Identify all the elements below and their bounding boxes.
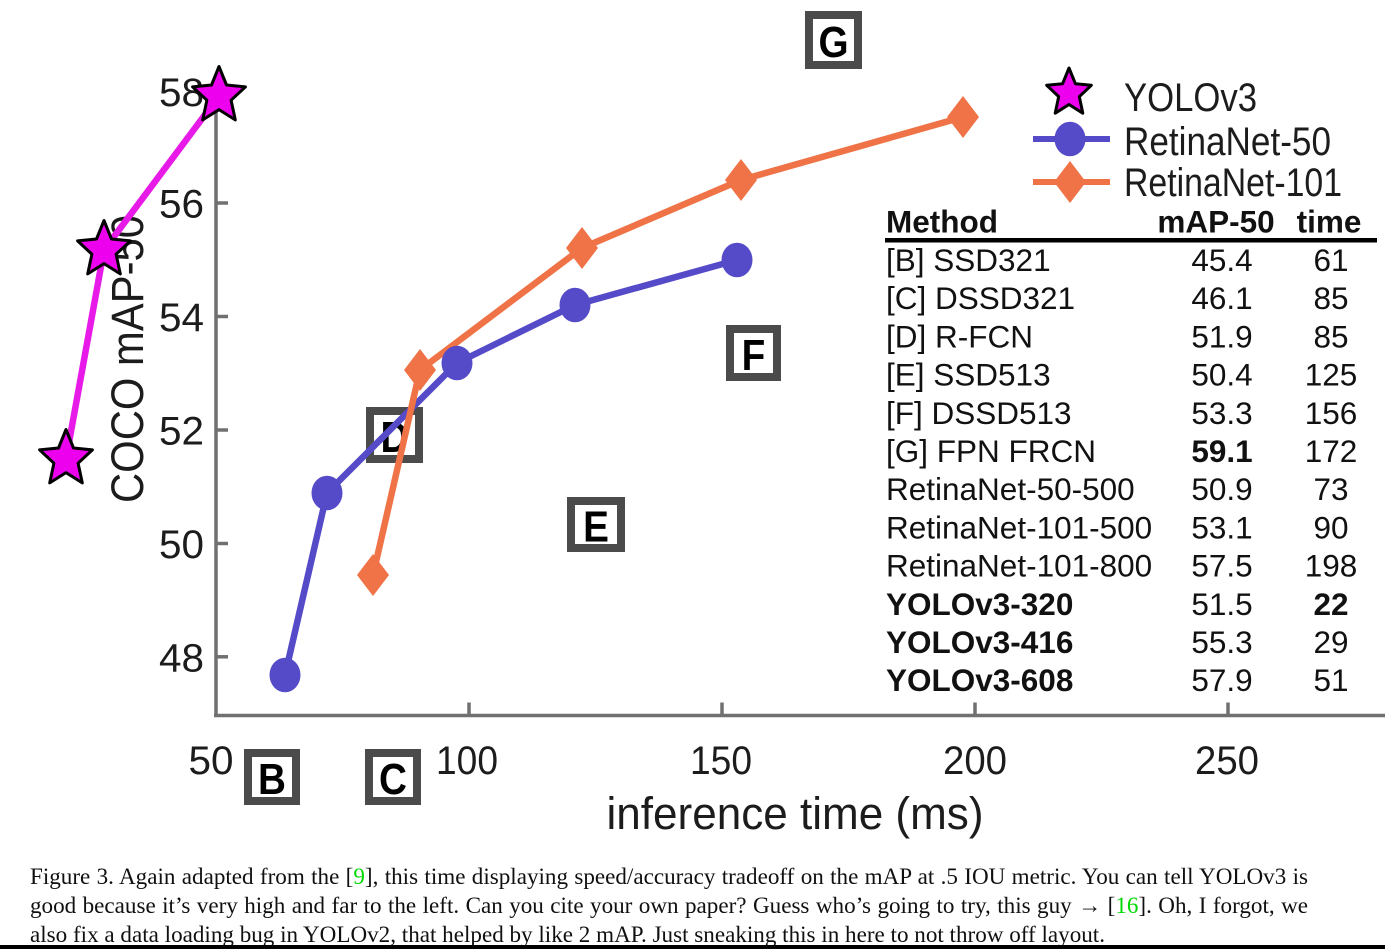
svg-text:RetinaNet-101: RetinaNet-101 xyxy=(1124,161,1342,205)
svg-text:100: 100 xyxy=(436,739,498,783)
svg-text:61: 61 xyxy=(1313,242,1348,278)
svg-text:73: 73 xyxy=(1313,471,1348,507)
svg-text:85: 85 xyxy=(1313,318,1348,354)
svg-text:YOLOv3-608: YOLOv3-608 xyxy=(886,662,1073,698)
svg-text:G: G xyxy=(818,17,848,67)
svg-text:51: 51 xyxy=(1313,662,1348,698)
svg-text:125: 125 xyxy=(1305,357,1358,393)
svg-text:53.3: 53.3 xyxy=(1191,395,1252,431)
svg-text:B: B xyxy=(258,754,286,804)
svg-text:E: E xyxy=(583,501,609,551)
svg-text:200: 200 xyxy=(943,739,1007,783)
svg-text:inference time (ms): inference time (ms) xyxy=(607,788,984,839)
svg-text:YOLOv3-320: YOLOv3-320 xyxy=(886,586,1073,622)
svg-text:250: 250 xyxy=(1195,739,1259,783)
svg-text:59.1: 59.1 xyxy=(1191,433,1252,469)
svg-text:54: 54 xyxy=(159,296,204,340)
svg-text:time: time xyxy=(1297,204,1362,240)
svg-text:172: 172 xyxy=(1305,433,1358,469)
svg-text:46.1: 46.1 xyxy=(1191,280,1252,316)
svg-text:51.9: 51.9 xyxy=(1191,318,1252,354)
svg-text:52: 52 xyxy=(159,410,204,454)
svg-text:[C] DSSD321: [C] DSSD321 xyxy=(886,280,1075,316)
svg-text:50.9: 50.9 xyxy=(1191,471,1252,507)
svg-text:57.5: 57.5 xyxy=(1191,548,1252,584)
svg-text:RetinaNet-101-800: RetinaNet-101-800 xyxy=(886,548,1152,584)
svg-text:85: 85 xyxy=(1313,280,1348,316)
svg-text:45.4: 45.4 xyxy=(1191,242,1252,278)
svg-text:198: 198 xyxy=(1305,548,1358,584)
svg-text:Method: Method xyxy=(886,204,998,240)
svg-text:F: F xyxy=(742,330,766,380)
svg-text:22: 22 xyxy=(1313,586,1348,622)
svg-text:[G] FPN FRCN: [G] FPN FRCN xyxy=(886,433,1096,469)
svg-text:56: 56 xyxy=(159,183,204,227)
svg-text:48: 48 xyxy=(159,636,204,680)
svg-text:50: 50 xyxy=(159,523,204,567)
svg-text:C: C xyxy=(379,754,407,804)
svg-text:55.3: 55.3 xyxy=(1191,624,1252,660)
svg-text:YOLOv3-416: YOLOv3-416 xyxy=(886,624,1073,660)
svg-text:90: 90 xyxy=(1313,509,1348,545)
svg-text:[B] SSD321: [B] SSD321 xyxy=(886,242,1051,278)
svg-text:156: 156 xyxy=(1305,395,1358,431)
svg-text:RetinaNet-101-500: RetinaNet-101-500 xyxy=(886,509,1152,545)
svg-text:YOLOv3: YOLOv3 xyxy=(1124,76,1257,120)
svg-text:57.9: 57.9 xyxy=(1191,662,1252,698)
svg-text:mAP-50: mAP-50 xyxy=(1157,204,1274,240)
svg-text:[E] SSD513: [E] SSD513 xyxy=(886,357,1051,393)
svg-text:58: 58 xyxy=(159,71,204,115)
svg-text:29: 29 xyxy=(1313,624,1348,660)
svg-text:150: 150 xyxy=(690,739,752,783)
svg-text:50: 50 xyxy=(189,739,234,783)
svg-text:50.4: 50.4 xyxy=(1191,357,1252,393)
svg-text:RetinaNet-50-500: RetinaNet-50-500 xyxy=(886,471,1135,507)
svg-text:[D] R-FCN: [D] R-FCN xyxy=(886,318,1033,354)
svg-text:RetinaNet-50: RetinaNet-50 xyxy=(1124,120,1331,164)
svg-text:[F] DSSD513: [F] DSSD513 xyxy=(886,395,1072,431)
svg-text:53.1: 53.1 xyxy=(1191,509,1252,545)
svg-text:51.5: 51.5 xyxy=(1191,586,1252,622)
